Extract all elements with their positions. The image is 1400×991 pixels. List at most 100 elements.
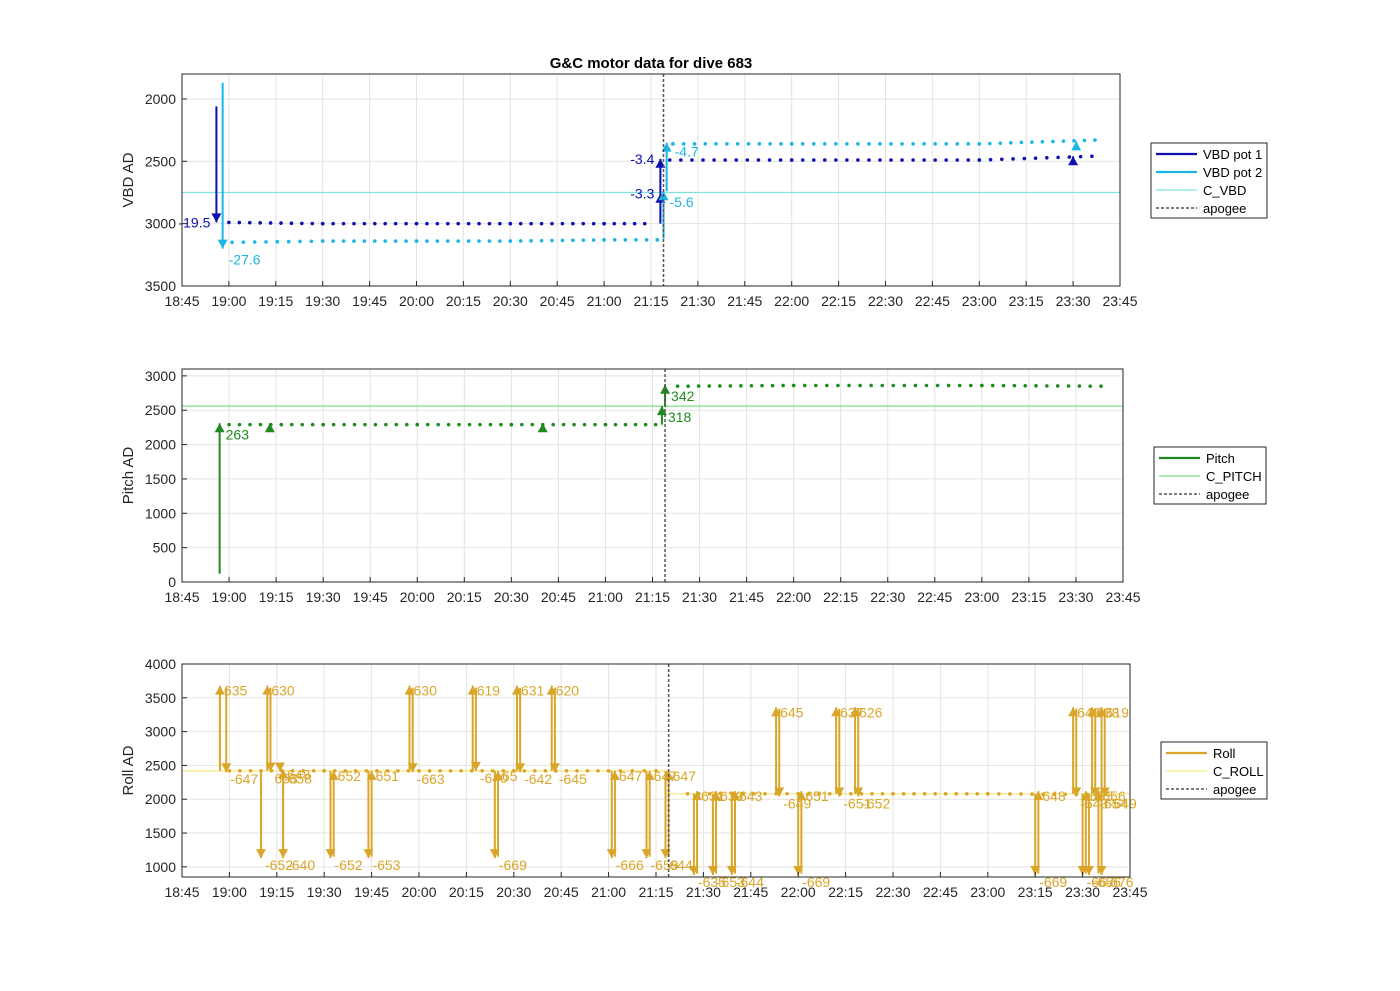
data-point bbox=[331, 239, 335, 243]
data-point bbox=[533, 769, 537, 773]
data-point bbox=[644, 238, 649, 242]
data-point bbox=[581, 238, 586, 242]
x-tick-label: 23:15 bbox=[1011, 589, 1046, 605]
data-point bbox=[817, 792, 822, 796]
data-point bbox=[1008, 792, 1012, 796]
move-label: -653 bbox=[372, 857, 400, 873]
data-point bbox=[490, 769, 495, 773]
data-point bbox=[714, 142, 718, 146]
data-point bbox=[845, 142, 849, 146]
data-point bbox=[1056, 155, 1060, 160]
data-point bbox=[300, 422, 305, 427]
data-point bbox=[300, 221, 304, 226]
move-label: 635 bbox=[224, 683, 248, 699]
data-point bbox=[1041, 792, 1045, 796]
move-arrow-head bbox=[366, 770, 377, 780]
data-point bbox=[1001, 383, 1006, 388]
data-point bbox=[331, 422, 336, 427]
data-point bbox=[1088, 384, 1093, 388]
data-point bbox=[459, 769, 463, 773]
move-label: 342 bbox=[671, 388, 695, 404]
move-arrow-head bbox=[217, 239, 228, 249]
data-point bbox=[375, 769, 379, 773]
data-point bbox=[735, 142, 740, 146]
data-point bbox=[480, 769, 485, 773]
data-point bbox=[977, 142, 982, 146]
y-tick-label: 4000 bbox=[145, 656, 176, 672]
move-label: -5.6 bbox=[670, 194, 694, 210]
data-point bbox=[734, 158, 739, 162]
move-arrow-head bbox=[256, 849, 266, 859]
move-label: -644 bbox=[736, 874, 764, 890]
data-point bbox=[911, 142, 915, 146]
x-tick-label: 18:45 bbox=[164, 589, 199, 605]
data-point bbox=[446, 422, 451, 427]
data-point bbox=[230, 240, 234, 245]
data-point bbox=[445, 221, 450, 226]
data-point bbox=[849, 792, 853, 796]
data-point bbox=[685, 792, 690, 796]
x-tick-label: 23:30 bbox=[1065, 884, 1100, 900]
move-label: -663 bbox=[417, 771, 445, 787]
move-label: 626 bbox=[859, 704, 883, 720]
data-point bbox=[1040, 139, 1045, 144]
data-point bbox=[867, 158, 871, 162]
data-point bbox=[718, 792, 723, 796]
data-point bbox=[912, 792, 916, 796]
data-point bbox=[518, 239, 523, 243]
x-tick-label: 21:00 bbox=[587, 293, 622, 309]
data-point bbox=[977, 158, 982, 162]
x-tick-label: 21:45 bbox=[727, 293, 762, 309]
data-point bbox=[1045, 156, 1049, 160]
data-point bbox=[509, 422, 514, 427]
x-tick-label: 19:30 bbox=[307, 884, 342, 900]
data-point bbox=[630, 769, 635, 773]
data-point bbox=[986, 792, 990, 796]
move-label: -635 bbox=[698, 874, 726, 890]
x-tick-label: 23:45 bbox=[1105, 589, 1140, 605]
move-arrow-head bbox=[214, 423, 225, 433]
data-point bbox=[529, 239, 533, 243]
data-point bbox=[438, 769, 442, 773]
data-point bbox=[404, 221, 408, 226]
data-point bbox=[1023, 383, 1027, 388]
move-arrow-head bbox=[407, 763, 418, 773]
data-point bbox=[289, 422, 294, 427]
data-point bbox=[725, 142, 729, 146]
data-point bbox=[241, 240, 246, 244]
data-point bbox=[530, 422, 535, 427]
data-point bbox=[878, 158, 882, 162]
x-tick-label: 19:00 bbox=[212, 884, 247, 900]
data-point bbox=[858, 383, 862, 388]
data-point bbox=[309, 239, 314, 244]
data-point bbox=[954, 792, 958, 796]
data-point bbox=[435, 239, 440, 243]
x-tick-label: 20:15 bbox=[449, 884, 484, 900]
data-point bbox=[867, 142, 871, 146]
data-point bbox=[512, 769, 516, 773]
data-point bbox=[237, 422, 242, 427]
data-point bbox=[785, 792, 789, 796]
data-point bbox=[779, 142, 783, 146]
x-tick-label: 19:45 bbox=[352, 293, 387, 309]
data-point bbox=[802, 383, 807, 388]
data-point bbox=[404, 239, 408, 243]
x-tick-label: 19:45 bbox=[354, 884, 389, 900]
data-point bbox=[275, 239, 280, 244]
move-arrow-head bbox=[796, 791, 807, 801]
data-point bbox=[869, 383, 873, 388]
x-tick-label: 21:15 bbox=[635, 589, 670, 605]
data-point bbox=[311, 769, 316, 773]
move-label: 630 bbox=[271, 683, 295, 699]
move-label: -3.3 bbox=[630, 186, 654, 202]
data-point bbox=[550, 221, 554, 226]
data-point bbox=[723, 158, 727, 162]
data-point bbox=[606, 769, 611, 773]
legend-entry: apogee bbox=[1213, 782, 1256, 797]
y-tick-label: 0 bbox=[168, 574, 176, 590]
data-point bbox=[966, 158, 971, 162]
x-tick-label: 23:15 bbox=[1009, 293, 1044, 309]
data-point bbox=[707, 384, 712, 388]
data-point bbox=[498, 239, 502, 243]
